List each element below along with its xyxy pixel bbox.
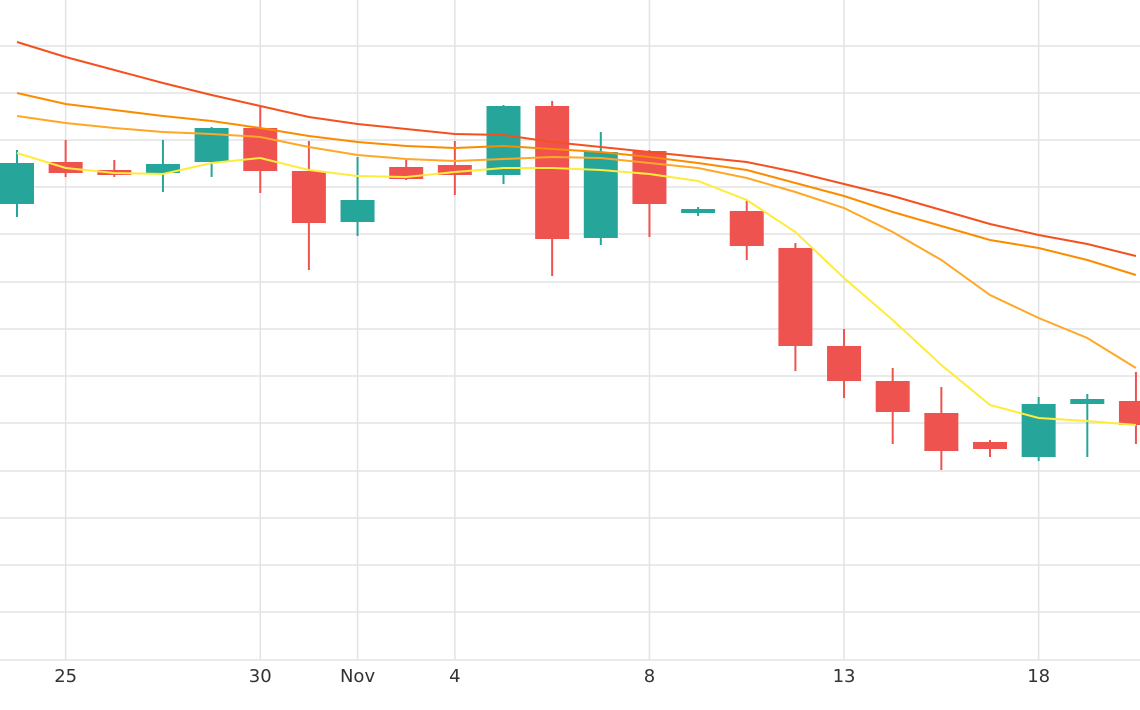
x-tick-label: 4 xyxy=(449,666,460,687)
moving-average-line xyxy=(16,115,1137,369)
x-tick-label: 25 xyxy=(54,666,77,687)
candle-body xyxy=(486,106,521,175)
x-tick-label: Nov xyxy=(340,666,375,687)
candle-body xyxy=(535,106,570,239)
x-tick-label: 8 xyxy=(644,666,655,687)
candle-body xyxy=(1070,399,1105,404)
candle-body xyxy=(243,128,278,171)
candle-body xyxy=(875,381,910,412)
candle-body xyxy=(924,413,959,451)
moving-average-line xyxy=(16,152,1137,426)
candle-body xyxy=(1021,404,1056,457)
candle-body xyxy=(1118,401,1140,425)
moving-average-line xyxy=(16,41,1137,257)
candle-body xyxy=(778,248,813,346)
x-tick-label: 13 xyxy=(833,666,856,687)
candle-body xyxy=(583,152,618,238)
moving-average-line xyxy=(16,92,1137,276)
candle-body xyxy=(681,209,716,213)
candle-body xyxy=(827,346,862,381)
candle-body xyxy=(291,171,326,223)
candle-body xyxy=(973,442,1007,449)
candle-body xyxy=(340,200,375,222)
candle-body xyxy=(729,211,764,246)
candle-body xyxy=(0,163,34,204)
x-tick-label: 30 xyxy=(249,666,272,687)
candle-body xyxy=(145,164,180,173)
candle-body xyxy=(632,151,667,204)
x-tick-label: 18 xyxy=(1027,666,1050,687)
candle-body xyxy=(437,165,472,175)
